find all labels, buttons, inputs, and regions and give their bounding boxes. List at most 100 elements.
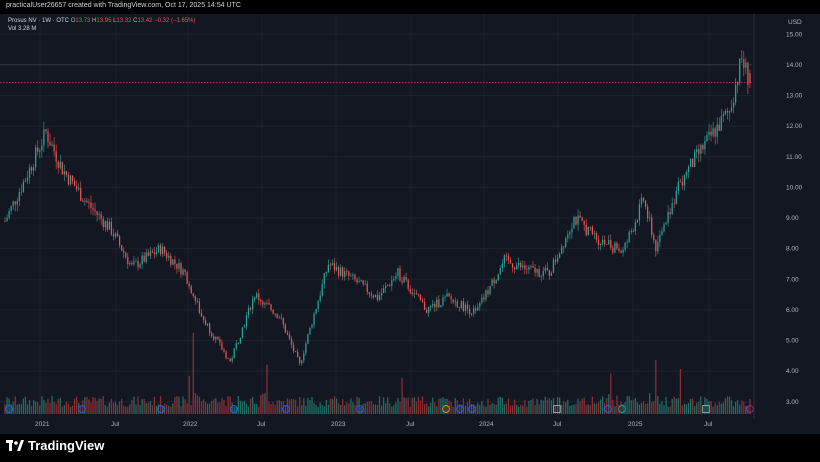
volume-bar xyxy=(237,396,239,414)
candle-body xyxy=(616,242,618,249)
x-tick-label: Jul xyxy=(553,421,562,428)
volume-bar xyxy=(280,401,282,414)
volume-bar xyxy=(149,401,151,414)
event-marker-icon xyxy=(157,405,165,413)
volume-bar xyxy=(88,399,90,414)
high-value: 13.95 xyxy=(96,18,112,24)
candle-body xyxy=(342,267,344,277)
candle-body xyxy=(61,161,63,175)
volume-bar xyxy=(337,403,340,414)
candle-body xyxy=(227,358,229,359)
candle-body xyxy=(358,281,360,283)
volume-bar xyxy=(378,396,381,414)
candle-body xyxy=(573,217,575,229)
price-axis xyxy=(754,14,820,434)
volume-bar xyxy=(65,401,68,414)
volume-bar xyxy=(612,399,614,414)
candle-body xyxy=(333,263,336,271)
volume-bar xyxy=(47,398,49,414)
candle-body xyxy=(149,251,151,256)
volume-bar xyxy=(321,405,323,414)
volume-bar xyxy=(550,400,553,414)
y-tick-label: 4.00 xyxy=(786,368,799,375)
candle-body xyxy=(620,250,622,253)
price-chart[interactable]: PROSY13.4205:20:223.28 M 15.0014.0013.00… xyxy=(0,14,820,434)
candle-body xyxy=(614,242,616,253)
volume-bar xyxy=(589,405,591,414)
candle-body xyxy=(704,141,706,150)
candle-body xyxy=(241,327,244,338)
volume-bar xyxy=(131,400,133,414)
volume-bar xyxy=(407,397,409,414)
candle-body xyxy=(313,313,315,325)
volume-bar xyxy=(178,396,180,414)
candle-body xyxy=(202,316,205,320)
event-marker-icon xyxy=(442,405,450,413)
candle-body xyxy=(139,264,141,268)
candle-body xyxy=(632,230,634,232)
volume-bar xyxy=(67,403,70,414)
symbol-line[interactable]: Prosus NV · 1W · OTC xyxy=(8,18,70,24)
candle-body xyxy=(544,267,546,271)
candle-body xyxy=(722,114,724,117)
volume-bar xyxy=(198,396,201,414)
volume-bar xyxy=(243,400,246,414)
candle-body xyxy=(344,271,346,277)
candle-body xyxy=(732,102,735,108)
volume-bar xyxy=(110,398,113,414)
candle-body xyxy=(458,307,460,309)
volume-bar xyxy=(464,405,467,414)
volume-bar xyxy=(595,403,598,414)
candle-body xyxy=(33,167,35,171)
volume-bar xyxy=(231,402,233,414)
candle-body xyxy=(329,264,332,266)
close-label: C xyxy=(133,18,138,24)
volume-bar xyxy=(524,400,526,414)
candle-body xyxy=(395,275,397,279)
event-marker-icon xyxy=(746,405,754,413)
volume-bar xyxy=(118,401,121,414)
candle-body xyxy=(569,232,571,235)
volume-bar xyxy=(90,402,92,414)
volume-bar xyxy=(667,406,669,414)
volume-bar xyxy=(632,399,634,414)
y-tick-label: 12.00 xyxy=(786,123,803,130)
volume-label: Vol xyxy=(8,26,17,32)
candle-body xyxy=(518,262,520,266)
volume-bar xyxy=(573,404,575,414)
candle-body xyxy=(30,167,33,171)
candle-body xyxy=(84,200,86,202)
candle-body xyxy=(352,274,354,276)
candle-body xyxy=(88,202,90,204)
candle-body xyxy=(282,317,284,325)
chart-area[interactable]: PROSY13.4205:20:223.28 M 15.0014.0013.00… xyxy=(0,14,820,434)
volume-bar xyxy=(221,398,223,414)
candle-body xyxy=(98,214,100,216)
candle-body xyxy=(235,343,237,349)
candle-body xyxy=(483,297,485,300)
x-tick-label: 2025 xyxy=(628,421,643,428)
candle-body xyxy=(51,144,53,146)
volume-bar xyxy=(258,406,260,414)
volume-bar xyxy=(348,403,350,414)
candle-body xyxy=(591,226,594,235)
candle-body xyxy=(446,293,448,297)
volume-bar xyxy=(55,403,57,414)
candle-body xyxy=(366,283,368,293)
candle-body xyxy=(80,188,82,201)
candle-body xyxy=(125,252,127,258)
volume-bar xyxy=(644,404,647,414)
candle-body xyxy=(65,171,68,175)
volume-bar xyxy=(233,406,235,414)
volume-bar xyxy=(493,403,495,414)
candle-body xyxy=(168,255,170,258)
candle-body xyxy=(268,302,270,305)
candle-body xyxy=(14,201,16,205)
volume-bar xyxy=(495,404,497,414)
candle-body xyxy=(323,273,325,284)
volume-bar xyxy=(292,399,295,414)
volume-bar xyxy=(307,397,309,414)
candle-body xyxy=(233,348,235,359)
candle-body xyxy=(348,271,350,276)
candle-body xyxy=(716,124,718,137)
